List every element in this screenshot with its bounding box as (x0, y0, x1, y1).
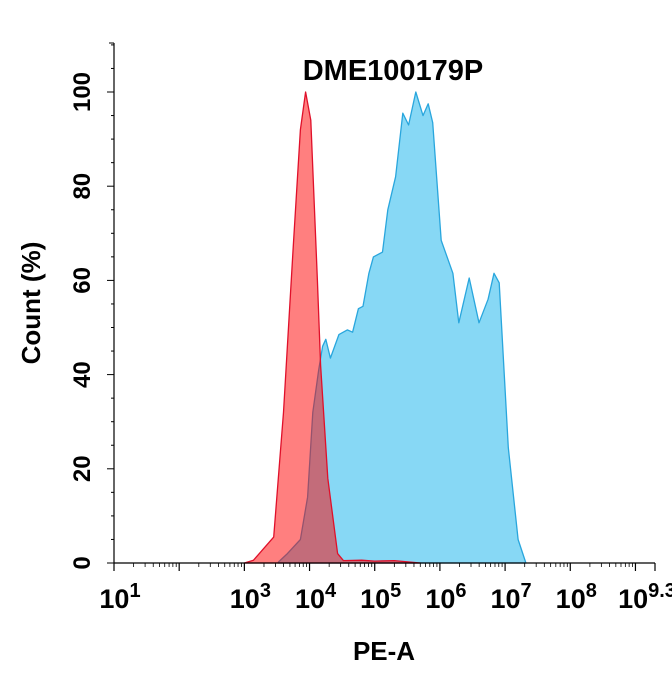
y-tick-label: 100 (69, 72, 96, 112)
x-tick-label: 101 (99, 580, 140, 614)
x-tick-exponent: 7 (521, 580, 532, 602)
x-tick-label: 107 (490, 580, 531, 614)
x-tick-label: 105 (360, 580, 401, 614)
series-1-area (243, 91, 421, 564)
series-layer (243, 91, 527, 564)
x-tick-base: 10 (230, 584, 260, 614)
y-tick-label: 60 (69, 267, 96, 294)
x-tick-base: 10 (490, 584, 520, 614)
chart-title: DME100179P (303, 55, 484, 87)
x-tick-label: 103 (230, 580, 271, 614)
x-tick-label: 108 (556, 580, 597, 614)
x-tick-base: 10 (295, 584, 325, 614)
x-tick-base: 10 (99, 584, 129, 614)
x-tick-label: 109.3 (618, 580, 672, 614)
x-tick-base: 10 (556, 584, 586, 614)
y-tick-labels: 0 20 40 60 80 100 (69, 72, 96, 570)
x-axis-label: PE-A (353, 636, 415, 666)
y-tick-label: 0 (69, 556, 96, 569)
x-tick-label: 104 (295, 580, 337, 614)
x-tick-exponent: 8 (586, 580, 597, 602)
y-tick-label: 80 (69, 173, 96, 200)
x-tick-exponent: 1 (129, 580, 140, 602)
x-tick-exponent: 6 (455, 580, 466, 602)
x-tick-base: 10 (425, 584, 455, 614)
y-tick-label: 40 (69, 361, 96, 388)
y-tick-label: 20 (69, 455, 96, 482)
x-tick-exponent: 9.3 (648, 580, 672, 602)
x-tick-exponent: 5 (390, 580, 401, 602)
x-tick-label: 106 (425, 580, 466, 614)
x-tick-labels: 101 103 104 105 106 107 108 109.3 (99, 580, 672, 614)
x-tick-exponent: 3 (260, 580, 271, 602)
x-tick-base: 10 (618, 584, 648, 614)
x-tick-exponent: 4 (325, 580, 337, 602)
x-tick-base: 10 (360, 584, 390, 614)
axes-layer (107, 42, 656, 571)
y-axis-label: Count (%) (16, 242, 46, 365)
